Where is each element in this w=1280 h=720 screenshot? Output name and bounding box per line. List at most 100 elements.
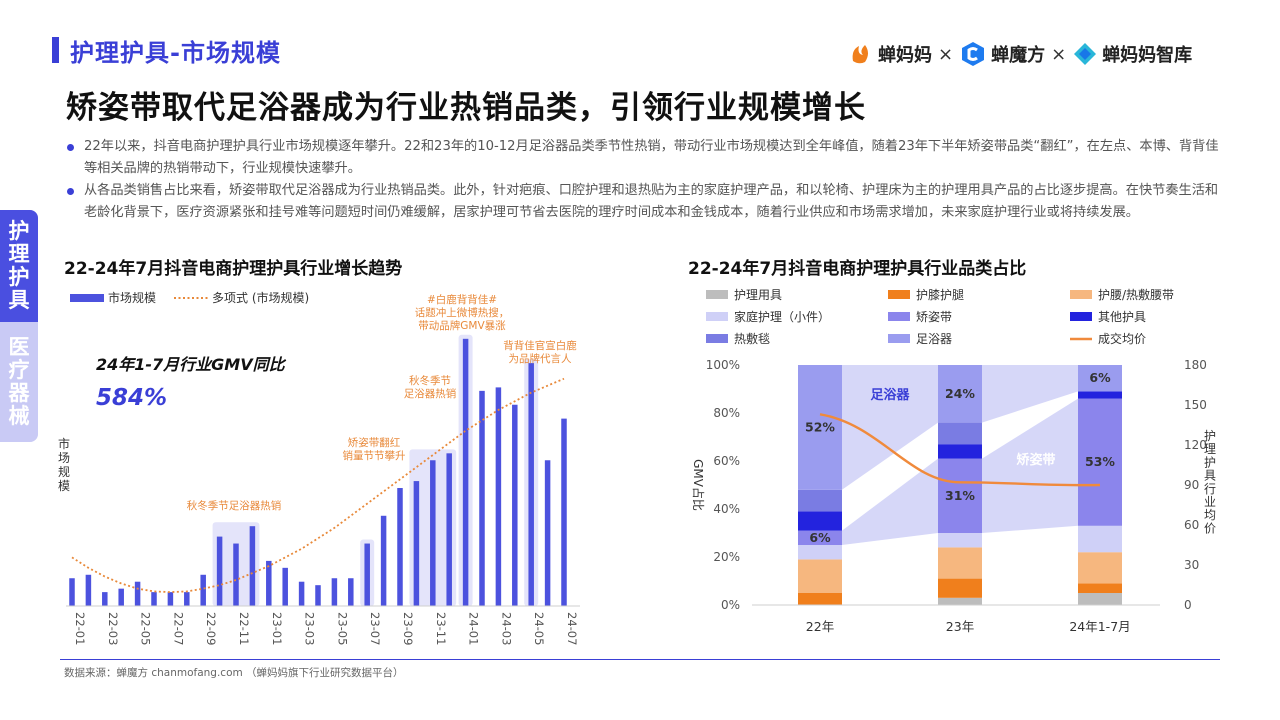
bullet-dot-icon [67, 144, 74, 151]
bar-22-12 [249, 526, 256, 606]
side-tag-inactive[interactable]: 医疗器械 [0, 322, 38, 442]
y-axis-label-char: 规 [58, 464, 70, 479]
annotation-text: 背背佳官宣白鹿 [503, 339, 577, 352]
bar-22-05 [134, 581, 141, 606]
x-tick-label: 23年 [946, 619, 974, 634]
legend-label: 热敷毯 [734, 331, 770, 346]
side-category-tag: 护理护具 医疗器械 [0, 210, 38, 442]
y2-axis-label-char: 护 [1204, 455, 1216, 469]
bar-22-10 [216, 536, 223, 606]
segment-护腰/热敷腰带-22年 [798, 559, 842, 593]
main-title: 矫姿带取代足浴器成为行业热销品类，引领行业规模增长 [66, 90, 866, 126]
chanmofang-logo-icon [962, 42, 985, 66]
flow-band-足浴器 [842, 365, 938, 490]
segment-足浴器-23年 [938, 365, 982, 423]
legend-swatch [706, 334, 728, 343]
x-tick-text: 23-05 [335, 612, 349, 645]
data-source-note: 数据来源：蝉魔方 chanmofang.com （蝉妈妈旗下行业研究数据平台） [64, 667, 404, 679]
y2-axis-label-char: 理 [1204, 442, 1216, 456]
bullet-text: 从各品类销售占比来看，矫姿带取代足浴器成为行业热销品类。此外，针对疤痕、口腔护理… [84, 183, 1219, 220]
bar-24-03 [495, 387, 502, 606]
bar-23-04 [315, 585, 321, 606]
x-tick-label: 23-05 [335, 612, 349, 645]
legend-label: 护膝护腿 [916, 288, 964, 302]
x-tick-label: 22-11 [237, 612, 251, 645]
legend-swatch [706, 312, 728, 321]
y2-tick-label: 30 [1184, 558, 1199, 572]
bullet-item: 从各品类销售占比来看，矫姿带取代足浴器成为行业热销品类。此外，针对疤痕、口腔护理… [64, 180, 1224, 224]
segment-label: 52% [805, 419, 835, 434]
chanmama-zhiku-logo: 蝉妈妈智库 [1072, 41, 1192, 67]
left-chart-title: 22-24年7月抖音电商护理护具行业增长趋势 [64, 259, 403, 279]
x-tick-label: 24-05 [532, 612, 546, 645]
x-tick-text: 24-05 [532, 612, 546, 645]
x-tick-text: 22-11 [237, 612, 251, 645]
x-tick-label: 24-01 [467, 612, 481, 645]
chanmama-zhiku-logo-icon [1074, 43, 1097, 65]
segment-护膝护腿-24年1-7月 [1078, 583, 1122, 593]
x-tick-label: 23-07 [368, 612, 382, 645]
right-chart-title: 22-24年7月抖音电商护理护具行业品类占比 [688, 259, 1027, 279]
legend-label: 护理用具 [734, 288, 782, 302]
annotation-text: 秋冬季节足浴器热销 [187, 499, 282, 512]
annotation-text: 足浴器热销 [404, 387, 457, 400]
x-tick-label: 24年1-7月 [1069, 619, 1130, 634]
legend-bar-swatch [70, 294, 104, 302]
x-tick-label: 22年 [806, 619, 834, 634]
x-tick-label: 22-07 [171, 612, 185, 645]
section-title: 护理护具-市场规模 [70, 39, 281, 67]
segment-label: 24% [945, 386, 975, 401]
bar-24-05 [528, 363, 534, 606]
segment-护腰/热敷腰带-24年1-7月 [1078, 552, 1122, 584]
y2-tick-label: 60 [1184, 518, 1199, 532]
logo-row: 蝉妈妈 × 蝉魔方 × 蝉妈妈智库 [848, 36, 1192, 72]
footer-divider [60, 659, 1220, 660]
y2-tick-label: 120 [1184, 438, 1207, 452]
annotation-text: 矫姿带翻红 [348, 436, 401, 449]
x-tick-text: 22-07 [171, 612, 185, 645]
bar-24-04 [512, 404, 518, 606]
segment-护腰/热敷腰带-23年 [938, 547, 982, 579]
segment-热敷毯-23年 [938, 422, 982, 445]
y-axis-label-text: GMV占比 [691, 459, 706, 511]
chanmofang-logo: 蝉魔方 [959, 40, 1045, 68]
stacked-bar-series [798, 365, 1122, 605]
segment-其他护具-22年 [798, 511, 842, 531]
segment-label: 53% [1085, 454, 1115, 469]
x-tick-text: 22-01 [73, 612, 87, 645]
side-tag-active[interactable]: 护理护具 [0, 210, 38, 322]
bar-23-02 [282, 567, 288, 606]
legend-label: 足浴器 [916, 332, 952, 346]
x-tick-text: 23-09 [401, 612, 415, 645]
legend-label: 矫姿带 [916, 309, 952, 324]
y-axis-label-char: 场 [58, 451, 70, 465]
share-flow-bands [842, 365, 1078, 545]
legend-swatch [1070, 290, 1092, 299]
y2-tick-label: 180 [1184, 358, 1207, 372]
y2-axis-label-char: 护 [1204, 429, 1216, 443]
y2-axis-label-char: 行 [1204, 482, 1216, 496]
y-axis-label: GMV占比 [691, 459, 706, 511]
x-tick-text: 23-01 [270, 612, 284, 645]
y2-tick-label: 150 [1184, 398, 1207, 412]
segment-其他护具-24年1-7月 [1078, 391, 1122, 399]
segment-label: 31% [945, 488, 975, 503]
y-axis-label-group: GMV占比 [691, 459, 706, 511]
y2-axis-label-char: 具 [1204, 469, 1216, 483]
bar-24-07 [561, 418, 567, 606]
segment-家庭护理（小件）-23年 [938, 533, 982, 548]
bar-24-02 [479, 390, 485, 606]
segment-护膝护腿-23年 [938, 578, 982, 598]
x-tick-text: 22-03 [106, 612, 120, 645]
bullet-item: 22年以来，抖音电商护理护具行业市场规模逐年攀升。22和23年的10-12月足浴… [64, 136, 1224, 180]
bar-22-03 [102, 592, 108, 606]
segment-矫姿带-22年 [798, 530, 842, 545]
band-label: 足浴器 [870, 387, 910, 403]
bar-23-12 [446, 453, 452, 606]
side-tag-char: 疗 [8, 358, 30, 382]
bar-23-03 [298, 581, 305, 606]
x-tick-label: 24-03 [499, 612, 513, 645]
x-tick-text: 23-03 [303, 612, 317, 645]
